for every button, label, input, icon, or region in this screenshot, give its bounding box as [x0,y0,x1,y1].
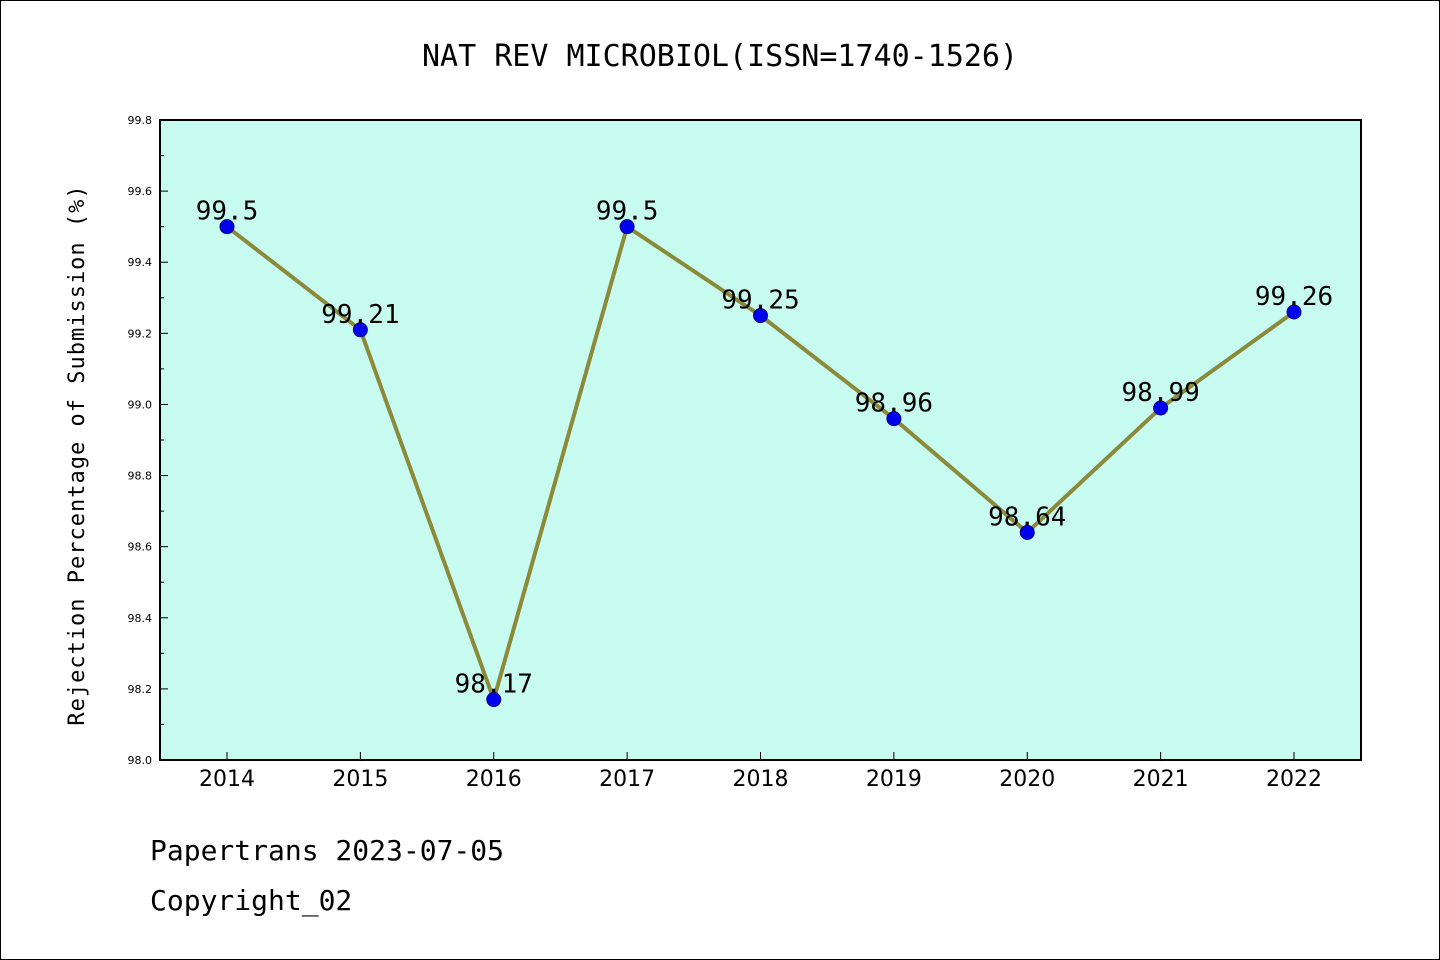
data-labels: 99.5 99.21 98.17 99.5 99.25 98.96 98.64 98.99 99… [196,197,1333,700]
data-label: 99.25 [721,286,799,316]
y-tick-label: 98.2 [128,683,153,696]
data-point [1286,304,1302,320]
data-point [753,308,768,324]
data-label: 98.96 [855,389,933,419]
x-axis: 2014 2015 2016 2017 2018 2019 2020 2021 2022 [199,752,1322,792]
data-label: 98.64 [988,502,1066,532]
data-point [1019,524,1035,540]
footer-copyright: Copyright_02 [150,884,353,917]
y-axis: 98.0 98.2 98.4 98.6 98.8 99.0 99.2 99.4 99.6 99.8 [128,114,168,767]
x-tick-label: 2018 [733,767,789,792]
x-tick-label: 2016 [466,767,522,792]
y-tick-label: 98.6 [128,541,153,554]
data-label: 98.99 [1121,378,1199,408]
data-label: 99.5 [196,197,259,227]
data-point [219,219,235,235]
y-axis-label: Rejection Percentage of Submission (%) [65,184,90,725]
y-tick-label: 99.4 [128,256,153,269]
y-tick-label: 99.2 [128,327,153,340]
y-tick-label: 99.6 [128,185,153,198]
data-point [619,219,635,235]
x-tick-label: 2017 [599,767,655,792]
data-series [219,219,1302,708]
data-label: 99.5 [596,197,659,227]
x-tick-label: 2019 [866,767,922,792]
data-label: 98.17 [455,670,533,700]
x-tick-label: 2015 [332,767,388,792]
plot-area [159,119,1362,761]
y-tick-label: 98.8 [128,470,153,483]
data-label: 99.21 [321,300,399,330]
data-point [1153,400,1169,416]
x-tick-label: 2022 [1266,767,1322,792]
data-point [486,692,502,708]
y-tick-label: 99.0 [128,398,153,411]
y-tick-label: 99.8 [128,114,153,127]
footer-date: Papertrans 2023-07-05 [150,834,505,867]
y-tick-label: 98.0 [128,754,153,767]
data-point [352,322,368,338]
y-tick-label: 98.4 [128,612,153,625]
x-tick-label: 2021 [1133,767,1189,792]
chart-title: NAT REV MICROBIOL(ISSN=1740-1526) [422,39,1018,74]
x-tick-label: 2020 [999,767,1055,792]
data-label: 99.26 [1255,282,1333,312]
data-point [886,411,902,427]
x-tick-label: 2014 [199,767,255,792]
